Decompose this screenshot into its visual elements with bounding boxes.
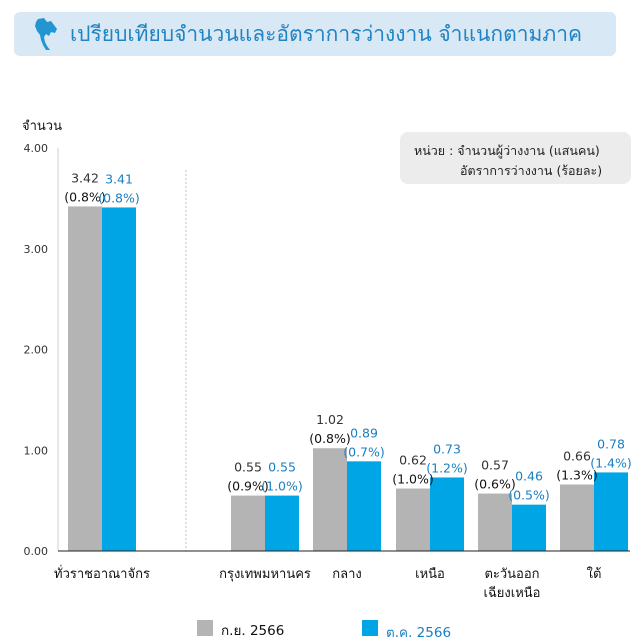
bar-oct xyxy=(347,461,381,551)
bar-sep xyxy=(478,493,512,551)
y-tick-label: 4.00 xyxy=(24,142,49,155)
data-label-sep-rate: (0.6%) xyxy=(474,477,516,492)
data-label-oct-value: 0.89 xyxy=(350,425,378,440)
data-label-sep-value: 0.66 xyxy=(563,449,591,464)
bar-oct xyxy=(265,495,299,551)
header-banner: เปรียบเทียบจำนวนและอัตราการว่างงาน จำแนก… xyxy=(14,12,616,56)
data-label-oct-value: 0.78 xyxy=(597,436,625,451)
data-label-sep-value: 0.57 xyxy=(481,458,509,473)
x-category-label: ใต้ xyxy=(587,566,602,582)
unit-note-line-1: หน่วย : จำนวนผู้ว่างงาน (แสนคน) xyxy=(414,143,600,158)
data-label-oct-rate: (0.8%) xyxy=(98,190,140,205)
data-label-sep-rate: (1.3%) xyxy=(556,468,598,483)
bar-sep xyxy=(396,488,430,551)
unit-note: หน่วย : จำนวนผู้ว่างงาน (แสนคน) อัตราการ… xyxy=(400,132,631,184)
data-label-sep-rate: (0.9%) xyxy=(227,479,269,494)
legend-label-oct: ต.ค. 2566 xyxy=(386,625,452,641)
data-label-oct-value: 0.73 xyxy=(433,441,461,456)
data-label-oct-rate: (1.2%) xyxy=(426,460,468,475)
bar-oct xyxy=(512,504,546,551)
page-title: เปรียบเทียบจำนวนและอัตราการว่างงาน จำแนก… xyxy=(70,22,583,46)
legend-swatch-sep xyxy=(197,620,213,636)
y-tick-label: 2.00 xyxy=(24,344,49,357)
data-label-oct-value: 0.55 xyxy=(268,460,296,475)
data-label-oct-rate: (1.4%) xyxy=(590,455,632,470)
bar-oct xyxy=(430,477,464,551)
y-tick-label: 3.00 xyxy=(24,243,49,256)
bar-sep xyxy=(68,206,102,551)
y-tick-label: 0.00 xyxy=(24,545,49,558)
data-label-sep-value: 0.62 xyxy=(399,453,427,468)
bar-oct xyxy=(102,207,136,551)
x-category-label: เหนือ xyxy=(415,566,445,582)
bar-sep xyxy=(560,484,594,551)
unit-note-line-2: อัตราการว่างงาน (ร้อยละ) xyxy=(460,163,603,178)
data-label-sep-rate: (0.8%) xyxy=(64,189,106,204)
x-category-label: ทั่วราชอาณาจักร xyxy=(54,565,150,582)
thailand-map-icon xyxy=(35,18,57,50)
bar-sep xyxy=(231,495,265,551)
data-label-sep-rate: (1.0%) xyxy=(392,472,434,487)
data-label-oct-value: 3.41 xyxy=(105,171,133,186)
data-label-oct-rate: (0.5%) xyxy=(508,488,550,503)
x-category-label: กรุงเทพมหานคร xyxy=(219,567,311,582)
bar-sep xyxy=(313,448,347,551)
data-label-sep-value: 3.42 xyxy=(71,170,99,185)
y-axis-label: จำนวน xyxy=(22,119,62,134)
data-label-oct-rate: (1.0%) xyxy=(261,479,303,494)
y-tick-label: 1.00 xyxy=(24,444,49,457)
x-category-label: ตะวันออก xyxy=(484,567,539,582)
data-label-sep-value: 1.02 xyxy=(316,412,344,427)
legend-label-sep: ก.ย. 2566 xyxy=(221,623,285,639)
data-label-sep-value: 0.55 xyxy=(234,460,262,475)
x-category-label: กลาง xyxy=(332,567,362,582)
bar-oct xyxy=(594,472,628,551)
data-label-oct-value: 0.46 xyxy=(515,469,543,484)
legend-swatch-oct xyxy=(362,620,378,636)
data-label-oct-rate: (0.7%) xyxy=(343,444,385,459)
x-category-label: เฉียงเหนือ xyxy=(484,585,541,601)
data-label-sep-rate: (0.8%) xyxy=(309,431,351,446)
